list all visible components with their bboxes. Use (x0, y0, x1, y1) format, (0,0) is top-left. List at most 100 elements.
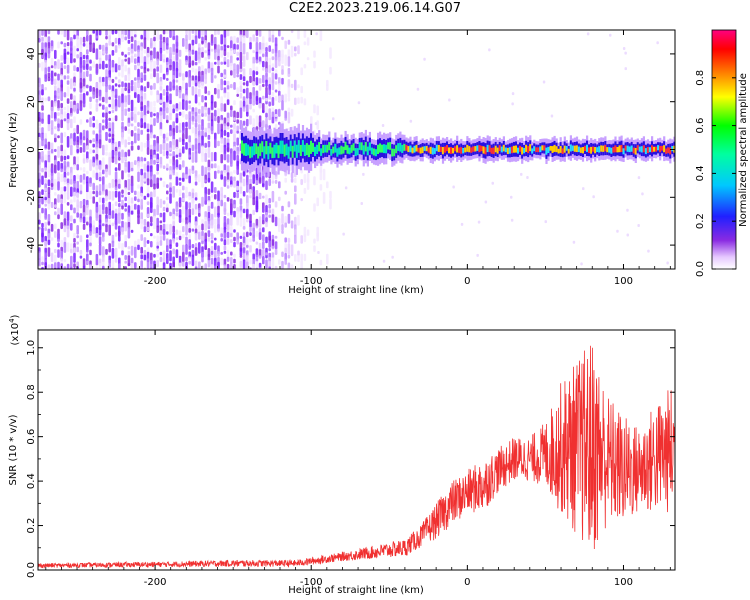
spectrogram-cell (239, 172, 243, 179)
spectrogram-cell (559, 146, 562, 153)
spectrogram-cell (185, 217, 188, 226)
spectrogram-cell (496, 147, 499, 154)
spectrogram-cell (258, 242, 262, 252)
spectrogram-cell (332, 117, 335, 121)
spectrogram-cell (236, 44, 239, 50)
spectrogram-cell (236, 150, 239, 156)
spectrogram-cell (201, 165, 204, 177)
spectrogram-cell (182, 226, 185, 233)
spectrogram-cell (239, 100, 243, 110)
snr-x-tick-label: 100 (614, 577, 633, 588)
spectrogram-cell (130, 263, 134, 269)
spectrogram-cell (89, 85, 92, 92)
spectrogram-cell (258, 103, 262, 110)
spectrogram-cell (86, 84, 89, 89)
spectrogram-cell (239, 260, 243, 268)
spectrogram-cell (105, 131, 108, 141)
spectrogram-cell (57, 207, 60, 215)
spectrogram-cell (201, 240, 204, 245)
spectrogram-cell (44, 262, 47, 269)
spectrogram-cell (134, 106, 137, 115)
spectrogram-cell (156, 117, 159, 124)
spectrogram-cell (239, 92, 243, 99)
spectrogram-cell (118, 151, 121, 158)
spectrogram-cell (287, 237, 291, 243)
spectrogram-cell (111, 259, 115, 269)
spectrogram-cell (146, 68, 150, 72)
spectrogram-cell (159, 240, 163, 246)
spectrogram-cell (191, 86, 195, 96)
spectrogram-cell (185, 71, 188, 78)
spectrogram-cell (140, 266, 143, 269)
spectrogram-cell (57, 80, 60, 89)
spectrogram-cell (41, 222, 44, 228)
spectrogram-cell (57, 146, 60, 158)
spectrogram-cell (188, 260, 191, 265)
spectrogram-cell (529, 144, 532, 152)
spectrogram-cell (86, 30, 89, 36)
spectrogram-cell (118, 79, 121, 84)
spectrogram-cell (318, 142, 321, 152)
spectrogram-cell (102, 169, 105, 175)
spectrogram-cell (140, 124, 143, 129)
spectrogram-cell (146, 30, 150, 41)
spectrogram-cell (57, 100, 60, 109)
spectrogram-cell (95, 119, 99, 129)
spectrogram-cell (95, 103, 99, 110)
spectrogram-cell (265, 79, 268, 88)
spectrogram-cell (86, 145, 89, 151)
spectrogram-cell (118, 84, 121, 88)
spectrogram-cell (214, 87, 217, 95)
spectrogram-cell (159, 128, 163, 137)
spectrogram-cell (602, 145, 605, 152)
spectrogram-cell (262, 60, 265, 68)
spectrogram-cell (166, 49, 169, 54)
spectrogram-cell (82, 158, 86, 164)
spectrogram-cell (159, 64, 163, 73)
spectrogram-cell (76, 246, 79, 253)
spectrogram-cell (166, 155, 169, 159)
spectrogram-cell (105, 92, 108, 104)
spectrogram-cell (156, 72, 159, 84)
spectrogram-cell (92, 170, 95, 178)
spectrogram-cell (262, 195, 265, 199)
spectrogram-cell (271, 48, 275, 54)
spectrogram-cell (273, 144, 276, 158)
spectrogram-cell (156, 204, 159, 216)
spectrogram-cell (287, 86, 291, 98)
colorbar-tick-label: 0.0 (695, 261, 706, 277)
spectrogram-cell (188, 111, 191, 120)
spectrogram-cell (124, 36, 127, 41)
spectrogram-cell (274, 265, 278, 269)
spectrogram-cell (214, 218, 217, 225)
spectrogram-cell (268, 209, 271, 214)
spectrogram-cell (182, 110, 185, 118)
spectrogram-cell (146, 165, 150, 173)
spectrogram-cell (143, 122, 147, 129)
spectrogram-cell (153, 235, 156, 239)
spectrogram-cell (217, 116, 220, 124)
spectrogram-cell (54, 164, 57, 174)
spectrogram-cell (47, 30, 51, 35)
spectrogram-cell (114, 76, 118, 80)
spectrogram-cell (130, 140, 134, 146)
spectrogram-cell (249, 213, 252, 224)
spectrogram-cell (214, 187, 217, 194)
spectrogram-cell (140, 85, 143, 92)
spectrogram-cell (366, 146, 369, 156)
spectrogram-cell (236, 232, 239, 241)
spectrogram-cell (127, 73, 131, 82)
spectrogram-cell (172, 108, 175, 114)
spectrogram-cell (191, 198, 195, 209)
spectrogram-cell (191, 75, 195, 82)
spectrogram-cell (73, 30, 76, 35)
spectrogram-cell (166, 102, 169, 108)
spectrogram-cell (284, 237, 287, 243)
spectrogram-cell (223, 176, 227, 187)
spectrogram-cell (44, 203, 47, 207)
spectrogram-cell (172, 261, 175, 269)
spectrogram-cell (105, 144, 108, 151)
spectrogram-cell (360, 202, 363, 205)
spectrogram-cell (111, 30, 115, 35)
spectrogram-cell (105, 30, 108, 36)
